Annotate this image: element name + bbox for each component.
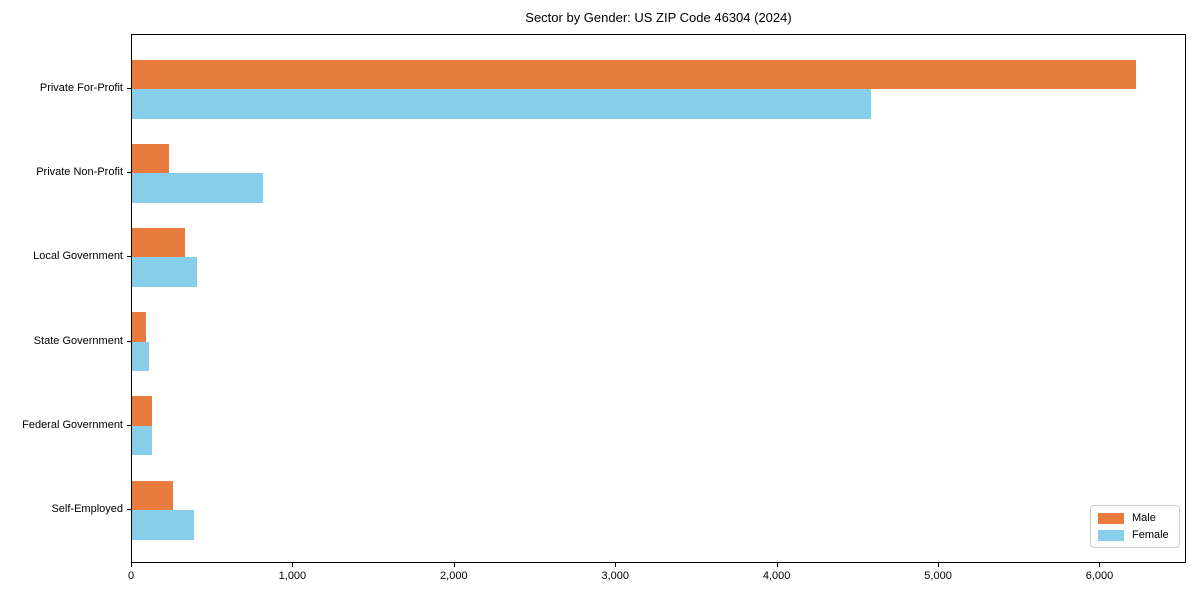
bar-male-private-non-profit (132, 143, 170, 174)
legend: Male Female (1090, 505, 1180, 548)
x-tick-mark (131, 563, 132, 567)
bar-male-self-employed (132, 480, 174, 510)
male-swatch-icon (1098, 512, 1124, 524)
bar-male-private-for-profit (132, 59, 1136, 89)
y-tick-mark (127, 509, 131, 510)
x-tick-mark (453, 563, 455, 567)
plot-area: Male Female (131, 34, 1186, 563)
x-tick-label-4000: 4,000 (762, 570, 791, 582)
x-tick-label-3000: 3,000 (601, 570, 629, 582)
bar-female-self-employed (132, 510, 195, 540)
bar-female-local-government (132, 257, 198, 287)
x-tick-label-1000: 1,000 (278, 570, 307, 582)
y-tick-label-state-government: State Government (33, 334, 123, 347)
legend-label-male: Male (1132, 512, 1156, 524)
y-tick-label-self-employed: Self-Employed (51, 503, 123, 515)
y-tick-label-private-for-profit: Private For-Profit (39, 82, 123, 94)
bar-male-local-government (132, 227, 186, 258)
y-tick-label-private-non-profit: Private Non-Profit (36, 166, 123, 179)
x-tick-label-5000: 5,000 (924, 570, 952, 582)
legend-item-male: Male (1098, 512, 1171, 524)
x-tick-label-0: 0 (127, 570, 135, 582)
x-tick-mark (615, 563, 617, 567)
x-tick-mark (776, 563, 778, 567)
y-tick-mark (127, 424, 131, 426)
legend-label-female: Female (1132, 529, 1169, 541)
y-tick-label-federal-government: Federal Government (22, 418, 123, 431)
x-tick-mark (292, 563, 294, 567)
bar-male-state-government (132, 312, 146, 342)
bar-female-federal-government (132, 425, 153, 456)
bar-female-private-non-profit (132, 173, 263, 203)
x-tick-label-6000: 6,000 (1085, 570, 1114, 582)
y-tick-mark (127, 340, 131, 342)
x-tick-mark (938, 563, 940, 567)
y-tick-label-local-government: Local Government (33, 250, 123, 263)
female-swatch-icon (1098, 529, 1124, 541)
y-tick-mark (127, 172, 131, 174)
y-tick-mark (127, 256, 131, 258)
x-tick-mark (1099, 563, 1101, 567)
y-tick-mark (127, 88, 131, 89)
bar-male-federal-government (132, 396, 152, 426)
x-tick-label-2000: 2,000 (440, 570, 468, 582)
chart-title: Sector by Gender: US ZIP Code 46304 (202… (525, 10, 792, 25)
bar-female-state-government (132, 341, 150, 372)
legend-item-female: Female (1098, 529, 1171, 541)
bar-female-private-for-profit (132, 89, 872, 119)
